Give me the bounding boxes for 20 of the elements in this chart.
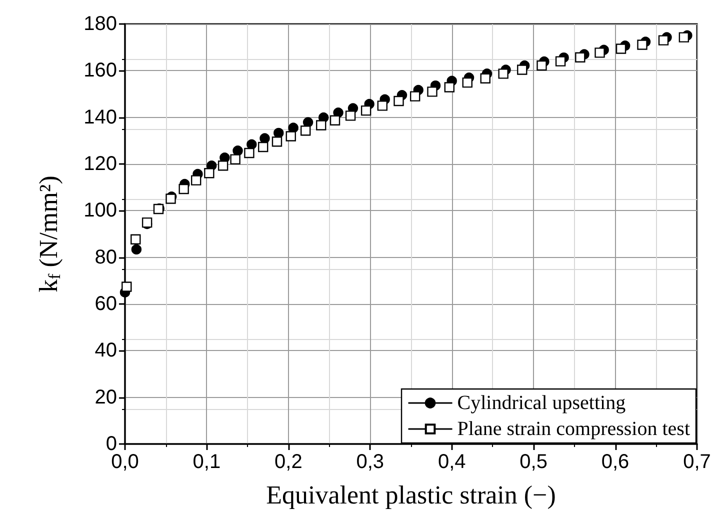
y-tick-label: 40 [94,340,117,362]
x-tick-label: 0,3 [356,451,384,473]
x-tick-label: 0,2 [274,451,302,473]
x-tick-label: 0,1 [192,451,221,473]
y-axis-title: kf (N/mm²) [34,176,64,292]
x-tick-label: 0,4 [438,451,466,473]
x-tick-label: 0,7 [683,451,711,473]
y-tick-label: 180 [84,13,117,35]
y-tick-label: 60 [94,293,117,315]
x-axis-title: Equivalent plastic strain (−) [266,480,556,510]
y-tick-label: 80 [94,246,117,268]
y-tick-label: 100 [84,200,117,222]
x-tick-label: 0,5 [520,451,548,473]
y-tick-label: 120 [84,153,117,175]
y-tick-label: 20 [94,386,117,408]
legend-label: Plane strain compression test [457,418,690,440]
y-tick-label: 140 [84,106,117,128]
legend-label: Cylindrical upsetting [457,392,626,414]
x-tick-label: 0,6 [601,451,630,473]
y-tick-label: 160 [84,60,117,82]
